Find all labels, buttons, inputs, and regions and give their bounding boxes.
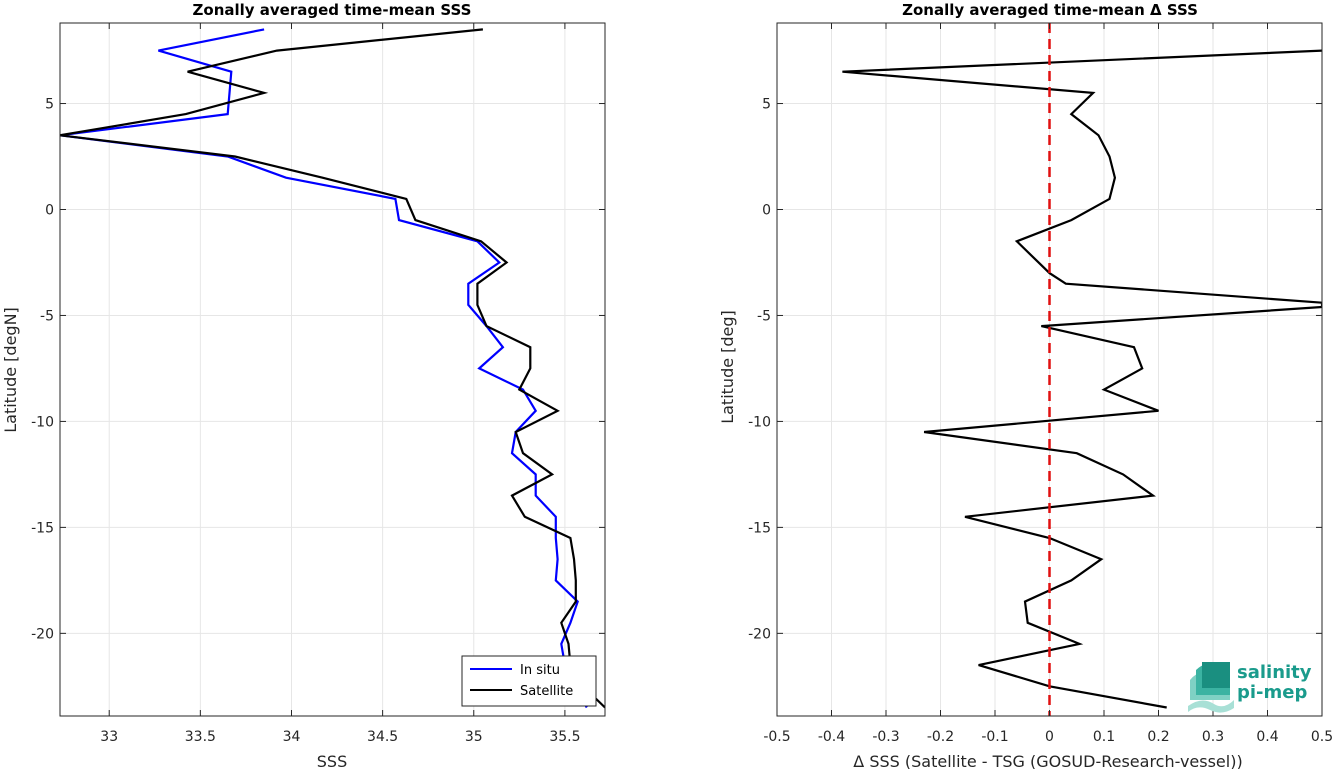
right-y-tick-label: 5 bbox=[762, 97, 771, 113]
right-y-tick-label: -15 bbox=[748, 520, 771, 536]
legend-satellite-label: Satellite bbox=[520, 684, 573, 699]
logo-line2: pi-mep bbox=[1237, 682, 1307, 703]
right-x-tick-label: 0.5 bbox=[1311, 729, 1333, 745]
right-y-axis-label: Latitude [deg] bbox=[718, 310, 737, 424]
left-plot-frame bbox=[59, 22, 606, 717]
right-x-tick-label: -0.2 bbox=[927, 729, 954, 745]
right-x-tick-label: 0.3 bbox=[1202, 729, 1224, 745]
right-delta-series-line bbox=[842, 49, 1322, 709]
left-plot-area bbox=[60, 23, 605, 716]
right-y-tick-label: -10 bbox=[748, 414, 771, 430]
right-y-tick-label: 0 bbox=[762, 202, 771, 218]
right-x-tick-label: -0.4 bbox=[818, 729, 845, 745]
salinity-pi-mep-logo: salinity pi-mep bbox=[1188, 662, 1312, 713]
right-x-tick-label: 0.2 bbox=[1147, 729, 1169, 745]
legend-insitu-label: In situ bbox=[520, 663, 560, 678]
right-y-tick-label: -20 bbox=[748, 626, 771, 642]
wave-logo-icon bbox=[1188, 662, 1234, 713]
left-y-axis-label: Latitude [degN] bbox=[1, 307, 20, 433]
left-y-tick-label: -5 bbox=[40, 308, 54, 324]
left-y-tick-label: -10 bbox=[31, 414, 54, 430]
right-chart-title: Zonally averaged time-mean Δ SSS bbox=[902, 1, 1198, 19]
left-chart-title: Zonally averaged time-mean SSS bbox=[193, 1, 472, 19]
right-x-tick-label: -0.3 bbox=[872, 729, 899, 745]
left-y-tick-label: 5 bbox=[45, 97, 54, 113]
legend-box bbox=[461, 655, 597, 707]
right-x-tick-label: 0.4 bbox=[1256, 729, 1278, 745]
right-y-tick-label: -5 bbox=[757, 308, 771, 324]
right-x-tick-label: 0.1 bbox=[1093, 729, 1115, 745]
legend: In situ Satellite bbox=[461, 655, 597, 707]
left-y-tick-label: -15 bbox=[31, 520, 54, 536]
sss-profile-axes: 33 33.5 34 34.5 35 35.5 -20 -15 -10 -5 0 5 Zonally … bbox=[1, 1, 606, 769]
left-x-tick-label: 34.5 bbox=[367, 729, 398, 745]
left-x-tick-label: 35.5 bbox=[549, 729, 580, 745]
right-x-tick-label: -0.5 bbox=[763, 729, 790, 745]
delta-sss-axes: -0.5 -0.4 -0.3 -0.2 -0.1 0 0.1 0.2 0.3 0.4 0.5 -20 -… bbox=[718, 1, 1333, 769]
left-x-tick-label: 34 bbox=[283, 729, 301, 745]
right-x-axis-label: Δ SSS (Satellite - TSG (GOSUD-Research-v… bbox=[853, 752, 1242, 769]
left-y-tick-label: 0 bbox=[45, 202, 54, 218]
left-x-tick-label: 33.5 bbox=[185, 729, 216, 745]
left-satellite-series-line bbox=[60, 28, 605, 709]
left-x-tick-label: 33 bbox=[100, 729, 118, 745]
left-y-tick-label: -20 bbox=[31, 626, 54, 642]
left-in-situ-series-line bbox=[60, 28, 588, 709]
left-x-axis-label: SSS bbox=[317, 752, 347, 769]
left-x-tick-label: 35 bbox=[465, 729, 483, 745]
right-x-tick-label: 0 bbox=[1045, 729, 1054, 745]
right-x-tick-label: -0.1 bbox=[981, 729, 1008, 745]
logo-line1: salinity bbox=[1237, 662, 1312, 683]
